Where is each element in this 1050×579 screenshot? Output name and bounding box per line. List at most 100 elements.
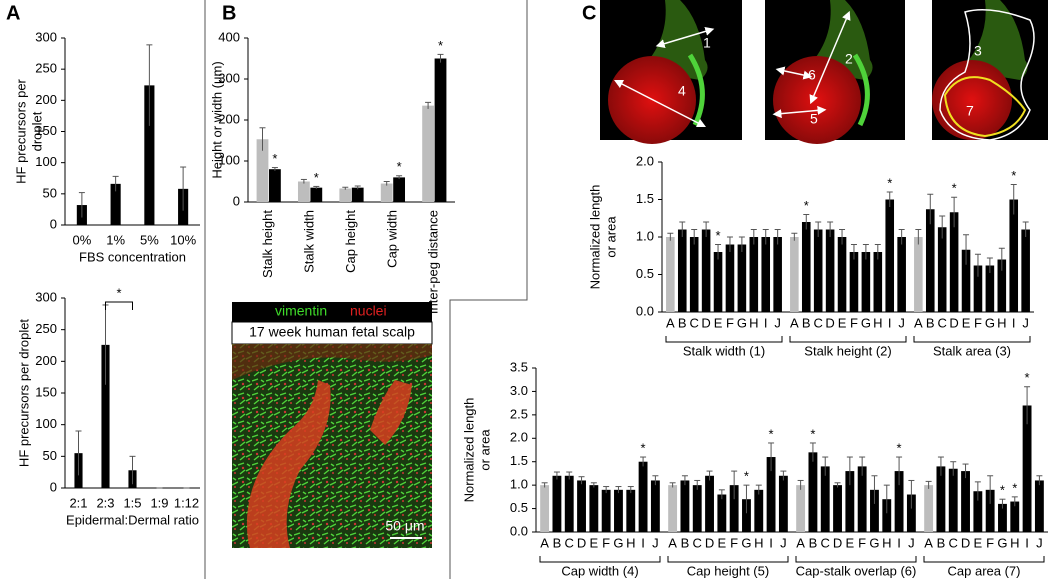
bar — [949, 212, 959, 312]
bar — [813, 229, 823, 312]
x-tick-label: E — [714, 315, 723, 330]
x-tick-label: D — [701, 315, 710, 330]
x-tick-label: J — [908, 535, 915, 550]
bar — [269, 169, 281, 202]
x-tick-label: B — [809, 535, 818, 550]
bar — [897, 237, 906, 312]
x-tick-label: J — [898, 315, 905, 330]
bar — [422, 105, 434, 202]
bar — [885, 199, 895, 312]
group-label: Cap height (5) — [687, 563, 769, 578]
x-tick-label: F — [986, 535, 994, 550]
bar — [924, 485, 934, 532]
x-tick-label: H — [1010, 535, 1019, 550]
x-tick-label: I — [641, 535, 645, 550]
bar — [936, 466, 946, 532]
x-tick-label: 2:3 — [96, 495, 114, 510]
y-tick-label: 0 — [233, 193, 240, 208]
bar — [1021, 229, 1030, 312]
x-tick-label: I — [1025, 535, 1029, 550]
divider — [449, 0, 528, 579]
bar — [796, 485, 806, 532]
significance-star: * — [769, 426, 774, 441]
y-tick-label: 100 — [35, 154, 57, 169]
x-tick-label: 1:12 — [174, 495, 199, 510]
x-tick-label: C — [949, 535, 958, 550]
bar — [705, 475, 714, 532]
measure-label: 1 — [703, 35, 711, 51]
x-tick-label: F — [602, 535, 610, 550]
x-tick-label: B — [926, 315, 935, 330]
bar — [701, 229, 711, 312]
bar — [380, 183, 393, 202]
x-tick-label: B — [937, 535, 946, 550]
significance-star: * — [897, 440, 902, 455]
significance-star: * — [314, 170, 319, 185]
bar — [754, 489, 764, 532]
y-tick-label: 1.5 — [636, 191, 654, 206]
bar — [742, 499, 751, 532]
y-tick-label: 0 — [50, 216, 57, 231]
y-axis-label: or area — [603, 216, 618, 258]
significance-star: * — [1011, 168, 1016, 183]
bar — [882, 499, 892, 532]
y-tick-label: 0.5 — [636, 266, 654, 281]
significance-star: * — [887, 175, 892, 190]
y-tick-label: 3.0 — [510, 383, 528, 398]
y-tick-label: 300 — [35, 289, 57, 304]
x-tick-label: G — [861, 315, 871, 330]
x-tick-label: C — [693, 535, 702, 550]
bar — [689, 237, 699, 312]
x-tick-label: D — [949, 315, 958, 330]
x-tick-label: H — [997, 315, 1006, 330]
y-tick-label: 0.5 — [510, 500, 528, 515]
y-tick-label: 1.5 — [510, 453, 528, 468]
y-tick-label: 3.5 — [510, 359, 528, 374]
bar — [845, 471, 855, 532]
y-tick-label: 2.0 — [510, 430, 528, 445]
bar — [434, 58, 447, 202]
x-tick-label: D — [705, 535, 714, 550]
bar — [589, 485, 599, 532]
x-tick-label: Cap width — [384, 210, 399, 268]
significance-star: * — [744, 469, 749, 484]
bar — [256, 139, 269, 202]
bar — [351, 187, 364, 202]
bar — [668, 485, 678, 532]
bar — [906, 494, 916, 532]
y-tick-label: 250 — [35, 321, 57, 336]
x-tick-label: I — [888, 315, 892, 330]
group-label: Stalk area (3) — [933, 343, 1011, 358]
x-tick-label: G — [741, 535, 751, 550]
y-tick-label: 2.0 — [636, 153, 654, 168]
bar — [937, 227, 947, 312]
stain-label: vimentin — [275, 303, 327, 319]
x-tick-label: H — [873, 315, 882, 330]
bar — [540, 485, 550, 532]
x-tick-label: F — [850, 315, 858, 330]
x-tick-label: J — [774, 315, 781, 330]
measure-label: 3 — [974, 43, 982, 59]
y-tick-label: 0.0 — [636, 303, 654, 318]
x-tick-label: J — [1036, 535, 1043, 550]
bar — [801, 222, 811, 312]
x-tick-label: G — [737, 315, 747, 330]
x-tick-label: I — [1012, 315, 1016, 330]
x-tick-label: F — [974, 315, 982, 330]
x-tick-label: D — [961, 535, 970, 550]
bar — [985, 265, 995, 312]
y-tick-label: 300 — [218, 70, 240, 85]
x-tick-label: Inter-peg distance — [426, 210, 441, 314]
y-tick-label: 200 — [218, 111, 240, 126]
x-tick-label: J — [1022, 315, 1029, 330]
y-tick-label: 150 — [35, 123, 57, 138]
y-tick-label: 200 — [35, 92, 57, 107]
measure-image: 1 4 — [600, 0, 742, 144]
bar — [778, 475, 788, 532]
bar — [997, 259, 1007, 312]
caption: 17 week human fetal scalp — [249, 324, 415, 340]
significance-star: * — [116, 285, 121, 300]
x-tick-label: C — [937, 315, 946, 330]
bar — [808, 452, 818, 532]
panel-letter: A — [6, 2, 20, 24]
